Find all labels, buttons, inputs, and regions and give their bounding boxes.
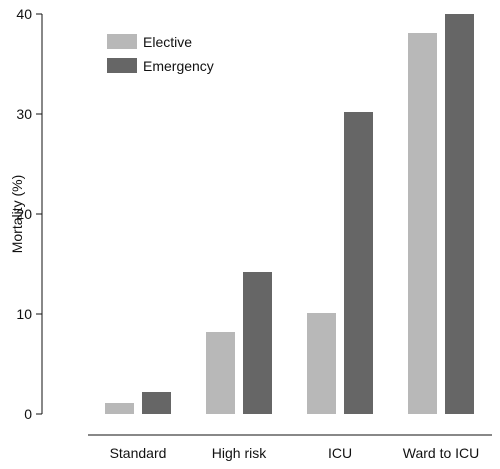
x-category-label: High risk [212, 445, 267, 461]
legend-label-elective: Elective [143, 34, 192, 50]
legend-swatch-emergency [107, 58, 137, 73]
y-axis-title: Mortality (%) [9, 175, 25, 254]
x-category-label: ICU [328, 445, 352, 461]
bar-emergency-standard [142, 392, 171, 414]
x-axis: Standard High risk ICU Ward to ICU [88, 434, 492, 461]
x-category-label: Standard [110, 445, 167, 461]
bar-elective-high-risk [206, 332, 235, 414]
y-tick-label: 30 [16, 106, 32, 122]
legend-swatch-elective [107, 34, 137, 49]
y-tick-label: 40 [16, 6, 32, 22]
bar-emergency-ward-to-icu [445, 14, 474, 414]
legend: Elective Emergency [107, 34, 214, 74]
x-category-label: Ward to ICU [403, 445, 480, 461]
bar-elective-ward-to-icu [408, 33, 437, 414]
bars [105, 14, 474, 414]
y-tick-label: 20 [16, 206, 32, 222]
y-axis: 0 10 20 30 40 [16, 6, 43, 422]
bar-elective-icu [307, 313, 336, 414]
bar-emergency-high-risk [243, 272, 272, 414]
bar-elective-standard [105, 403, 134, 414]
y-tick-label: 0 [24, 406, 32, 422]
y-tick-label: 10 [16, 306, 32, 322]
legend-label-emergency: Emergency [143, 58, 214, 74]
bar-emergency-icu [344, 112, 373, 414]
